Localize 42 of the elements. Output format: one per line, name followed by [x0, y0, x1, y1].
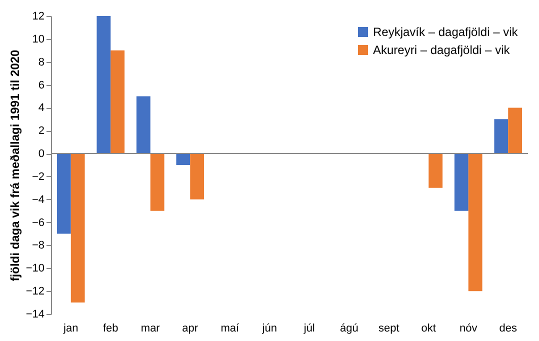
bar [454, 154, 468, 211]
x-tick-label: apr [182, 322, 198, 334]
y-axis-title: fjöldi daga vik frá meðallagi 1991 til 2020 [8, 49, 22, 282]
bar [96, 16, 111, 154]
x-tick-label: jan [62, 322, 78, 334]
bar [468, 154, 482, 292]
bar [494, 119, 508, 154]
x-tick-label: feb [102, 322, 118, 334]
x-tick-label: okt [421, 322, 436, 334]
y-tick-label: 4 [38, 102, 44, 114]
x-tick-label: des [499, 322, 518, 334]
x-tick-label: mar [140, 322, 160, 334]
y-tick-label: −14 [26, 308, 44, 320]
legend-label: Reykjavík – dagafjöldi – vik [373, 25, 519, 39]
bar [428, 154, 443, 188]
y-tick-label: 6 [38, 79, 44, 92]
y-tick-label: −12 [26, 286, 44, 298]
bar [508, 108, 522, 154]
y-tick-label: 10 [32, 33, 44, 46]
bar [56, 154, 71, 234]
y-tick-label: −2 [32, 170, 44, 183]
x-tick-label: jún [261, 322, 277, 334]
x-tick-label: maí [220, 322, 240, 334]
y-tick-label: 2 [38, 125, 44, 138]
bar [136, 96, 150, 154]
bar [110, 50, 125, 154]
y-tick-label: −6 [32, 216, 44, 229]
bar [70, 154, 85, 303]
y-tick-label: 8 [38, 56, 44, 68]
bar [176, 154, 190, 165]
x-tick-label: ágú [340, 322, 358, 334]
x-tick-label: sept [378, 322, 400, 334]
y-tick-label: −8 [32, 240, 44, 252]
y-tick-label: 12 [32, 10, 44, 22]
y-tick-label: −10 [26, 262, 44, 275]
x-tick-label: júl [302, 322, 315, 334]
legend-label: Akureyri – dagafjöldi – vik [373, 43, 511, 57]
bar [150, 154, 164, 211]
bar [190, 154, 204, 200]
x-tick-label: nóv [460, 322, 478, 334]
y-tick-label: −4 [32, 194, 44, 206]
y-tick-label: 0 [38, 148, 44, 160]
